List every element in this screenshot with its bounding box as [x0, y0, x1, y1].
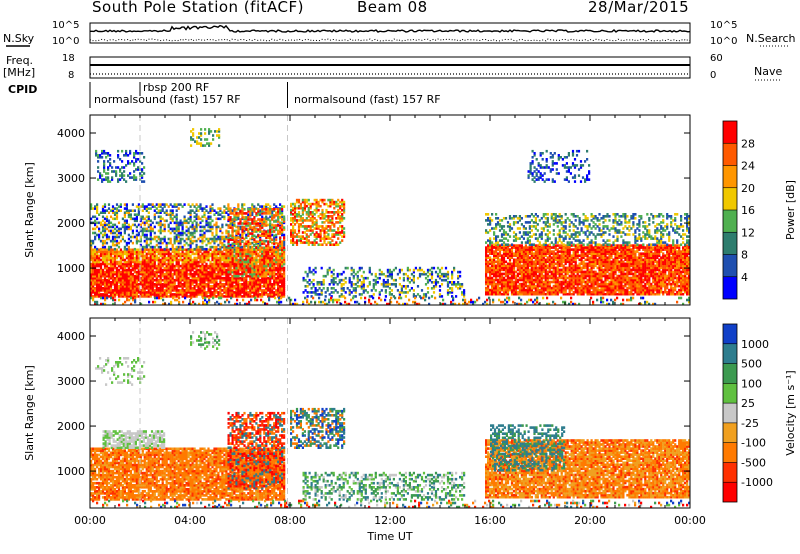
velocity-colorbar-swatch-1	[723, 343, 737, 364]
velocity-colorbar-swatch-3	[723, 383, 737, 404]
nave-label: Nave	[754, 65, 783, 78]
velocity-region-far-mid	[190, 331, 221, 350]
velocity-colorbar-frame	[722, 323, 738, 503]
velocity-colorbar-swatch-7	[723, 462, 737, 483]
power-colorbar-swatch-7	[723, 276, 737, 299]
power-colorbar-swatch-6	[723, 254, 737, 277]
nsky-tick-low: 10^0	[52, 36, 80, 47]
velocity-colorbar-tick-label-6: -500	[741, 456, 766, 469]
velocity-ytick-label-3: 4000	[57, 330, 85, 343]
xtick-label-6: 00:00	[674, 514, 706, 527]
velocity-colorbar-tick-label-7: -1000	[741, 476, 773, 489]
power-region-morning-core	[90, 248, 286, 298]
power-region-evening-core	[485, 244, 691, 296]
power-region-evening-upper	[485, 213, 691, 246]
velocity-region-near-range	[92, 499, 691, 509]
nsky-series	[90, 24, 691, 33]
cpid-label: CPID	[8, 83, 38, 96]
power-ytick-label-0: 1000	[57, 262, 85, 275]
cpid-label-2: rbsp 200 RF	[143, 81, 210, 94]
date-label: 28/Mar/2015	[588, 0, 690, 16]
power-colorbar-swatch-2	[723, 165, 737, 188]
power-region-far-early	[95, 149, 146, 183]
beam-label: Beam 08	[357, 0, 428, 16]
power-region-far-mid	[190, 128, 221, 147]
cpid-label-1: normalsound (fast) 157 RF	[94, 93, 241, 106]
xtick-label-1: 04:00	[174, 514, 206, 527]
power-colorbar-swatch-1	[723, 143, 737, 166]
velocity-colorbar-swatch-8	[723, 482, 737, 502]
power-region-0900	[290, 198, 346, 246]
nsky-panel-frame	[89, 22, 691, 44]
nsearch-series	[89, 38, 691, 42]
velocity-colorbar-swatch-4	[723, 403, 737, 423]
velocity-region-far-early	[95, 357, 146, 386]
power-ytick-label-3: 4000	[57, 127, 85, 140]
nave-tick-low: 0	[710, 70, 717, 81]
velocity-ylabel: Slant Range [km]	[23, 365, 36, 461]
power-colorbar-swatch-4	[723, 210, 737, 233]
power-colorbar-swatch-5	[723, 232, 737, 255]
power-colorbar-tick-label-1: 24	[741, 160, 755, 173]
velocity-ytick-label-1: 2000	[57, 420, 85, 433]
velocity-region-evening-core	[485, 439, 691, 499]
nsearch-label: N.Search	[746, 32, 796, 45]
velocity-colorbar-swatch-5	[723, 422, 737, 443]
power-colorbar-tick-label-2: 20	[741, 182, 755, 195]
xtick-label-0: 00:00	[74, 514, 106, 527]
velocity-colorbar-tick-label-3: 25	[741, 397, 755, 410]
station-title: South Pole Station (fitACF)	[92, 0, 304, 16]
velocity-ytick-label-0: 1000	[57, 465, 85, 478]
freq-label-line2: [MHz]	[3, 66, 36, 79]
xtick-label-3: 12:00	[374, 514, 406, 527]
velocity-region-dawn-streak	[227, 411, 286, 490]
velocity-colorbar-tick-label-4: -25	[741, 417, 759, 430]
nsky-label: N.Sky	[3, 32, 35, 45]
velocity-colorbar-swatch-6	[723, 442, 737, 463]
freq-tick-low: 8	[68, 70, 75, 81]
power-colorbar-tick-label-0: 28	[741, 137, 755, 150]
freq-panel-frame	[89, 56, 691, 79]
power-ytick-label-1: 2000	[57, 217, 85, 230]
power-region-far-late	[527, 149, 591, 183]
power-region-midday	[302, 266, 466, 298]
power-colorbar-swatch-3	[723, 187, 737, 210]
velocity-region-grey-band	[102, 430, 166, 449]
power-region-dawn-streak	[227, 208, 286, 278]
freq-tick-high: 18	[62, 53, 75, 64]
velocity-region-0900	[290, 407, 346, 449]
power-colorbar-label: Power [dB]	[784, 180, 797, 240]
velocity-colorbar-tick-label-2: 100	[741, 377, 762, 390]
xtick-label-4: 16:00	[474, 514, 506, 527]
power-colorbar-tick-label-5: 8	[741, 249, 748, 262]
power-colorbar-tick-label-3: 16	[741, 204, 755, 217]
velocity-colorbar-tick-label-1: 500	[741, 358, 762, 371]
velocity-colorbar-swatch-2	[723, 363, 737, 384]
nsearch-tick-high: 10^5	[710, 20, 738, 31]
cpid-label-3: normalsound (fast) 157 RF	[294, 93, 441, 106]
xtick-label-2: 08:00	[274, 514, 306, 527]
nave-tick-high: 60	[710, 53, 723, 64]
power-ytick-label-2: 3000	[57, 172, 85, 185]
velocity-region-midday	[302, 471, 466, 501]
nsearch-tick-low: 10^0	[710, 36, 738, 47]
xaxis-label: Time UT	[366, 530, 412, 543]
velocity-colorbar-swatch-0	[723, 324, 737, 344]
power-ylabel: Slant Range [km]	[23, 162, 36, 258]
velocity-ytick-label-2: 3000	[57, 375, 85, 388]
velocity-region-evening-blue	[490, 424, 566, 472]
velocity-colorbar-tick-label-5: -100	[741, 437, 766, 450]
xtick-label-5: 20:00	[574, 514, 606, 527]
power-colorbar-tick-label-4: 12	[741, 226, 755, 239]
power-colorbar-tick-label-6: 4	[741, 271, 748, 284]
freq-label-line1: Freq.	[6, 54, 34, 67]
nsky-tick-high: 10^5	[52, 20, 80, 31]
velocity-colorbar-tick-label-0: 1000	[741, 338, 769, 351]
velocity-colorbar-label: Velocity [m s⁻¹]	[784, 370, 797, 455]
power-colorbar-swatch-0	[723, 121, 737, 144]
